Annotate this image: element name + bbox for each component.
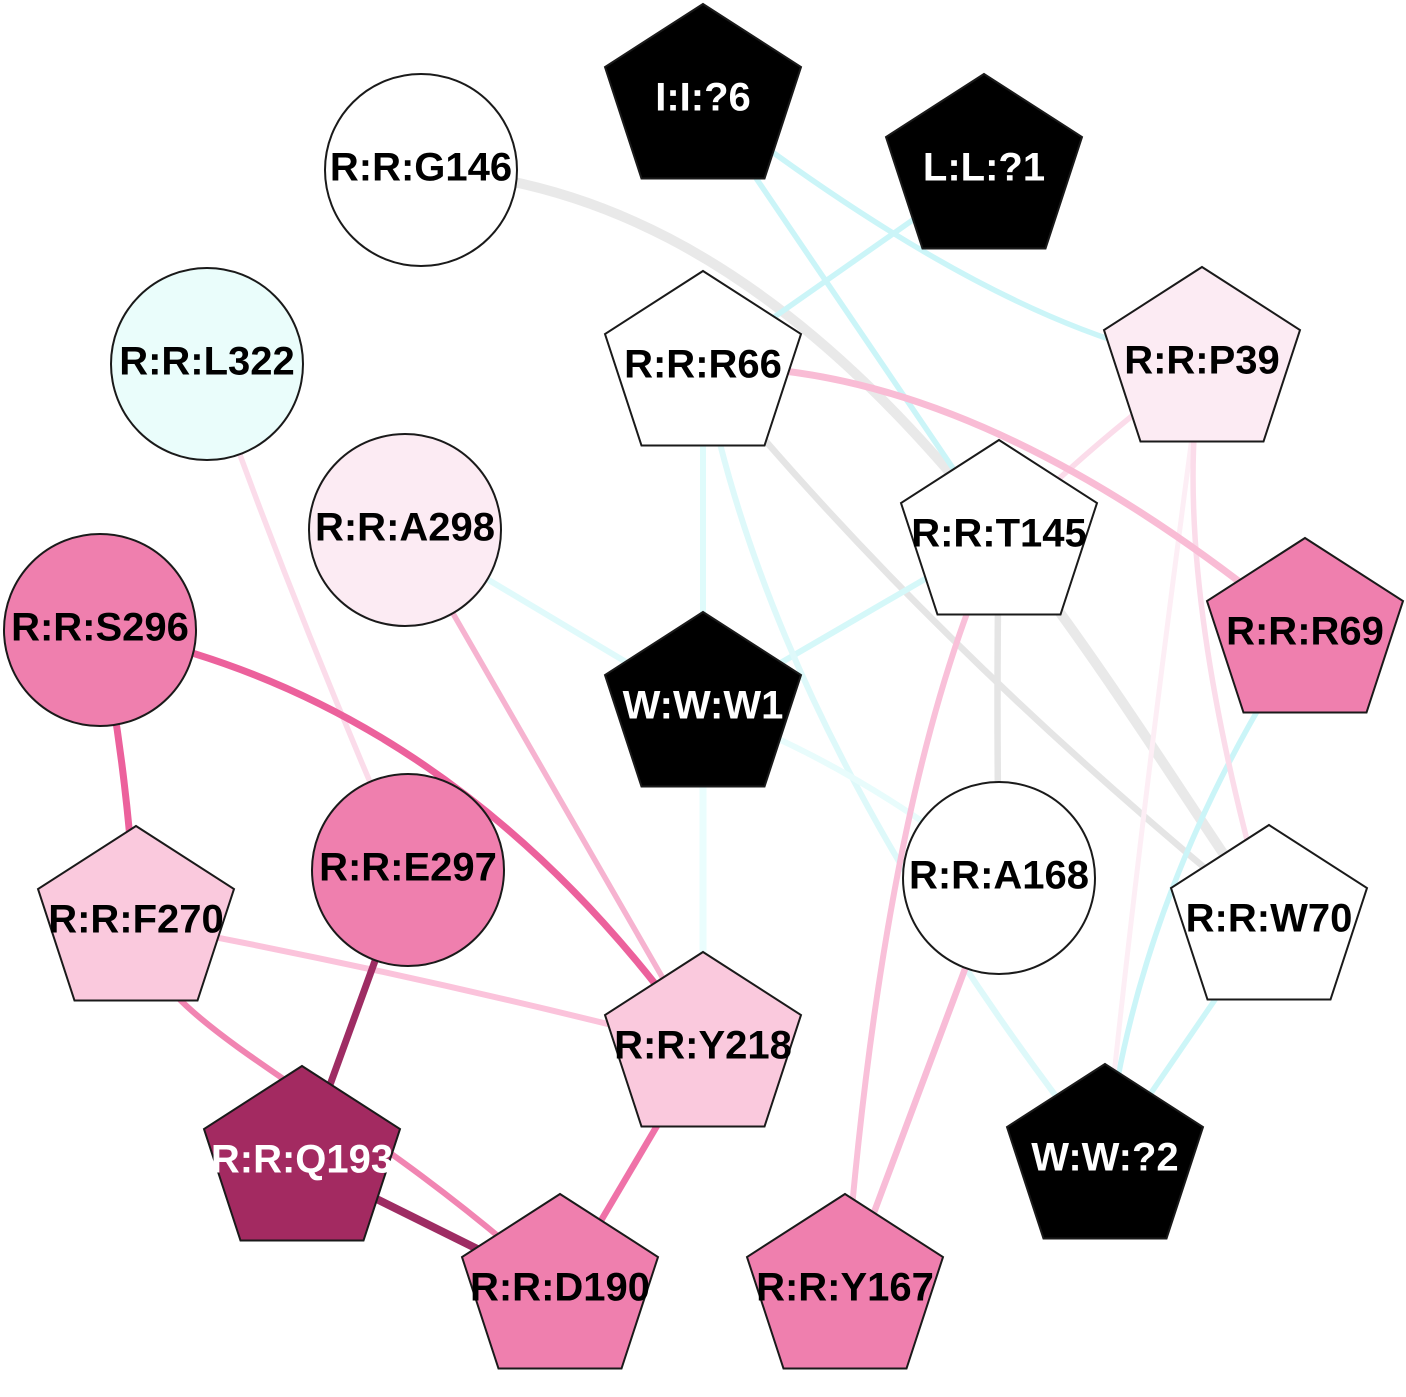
svg-text:R:R:R66: R:R:R66 bbox=[624, 342, 782, 386]
svg-text:W:W:W1: W:W:W1 bbox=[623, 683, 784, 727]
svg-text:R:R:T145: R:R:T145 bbox=[911, 511, 1087, 555]
svg-text:R:R:A298: R:R:A298 bbox=[315, 505, 495, 549]
svg-text:R:R:A168: R:R:A168 bbox=[909, 853, 1089, 897]
svg-text:R:R:R69: R:R:R69 bbox=[1226, 609, 1384, 653]
svg-text:R:R:F270: R:R:F270 bbox=[48, 897, 224, 941]
svg-text:R:R:D190: R:R:D190 bbox=[470, 1265, 650, 1309]
svg-text:R:R:G146: R:R:G146 bbox=[330, 145, 512, 189]
svg-text:L:L:?1: L:L:?1 bbox=[923, 145, 1045, 189]
svg-text:I:I:?6: I:I:?6 bbox=[655, 75, 751, 119]
svg-text:R:R:E297: R:R:E297 bbox=[319, 845, 497, 889]
svg-text:R:R:Q193: R:R:Q193 bbox=[211, 1137, 393, 1181]
svg-text:R:R:S296: R:R:S296 bbox=[11, 605, 189, 649]
svg-text:R:R:W70: R:R:W70 bbox=[1186, 896, 1353, 940]
svg-text:R:R:Y218: R:R:Y218 bbox=[614, 1023, 792, 1067]
svg-text:W:W:?2: W:W:?2 bbox=[1031, 1135, 1178, 1179]
svg-text:R:R:Y167: R:R:Y167 bbox=[756, 1265, 934, 1309]
svg-text:R:R:L322: R:R:L322 bbox=[119, 339, 295, 383]
svg-text:R:R:P39: R:R:P39 bbox=[1124, 338, 1280, 382]
